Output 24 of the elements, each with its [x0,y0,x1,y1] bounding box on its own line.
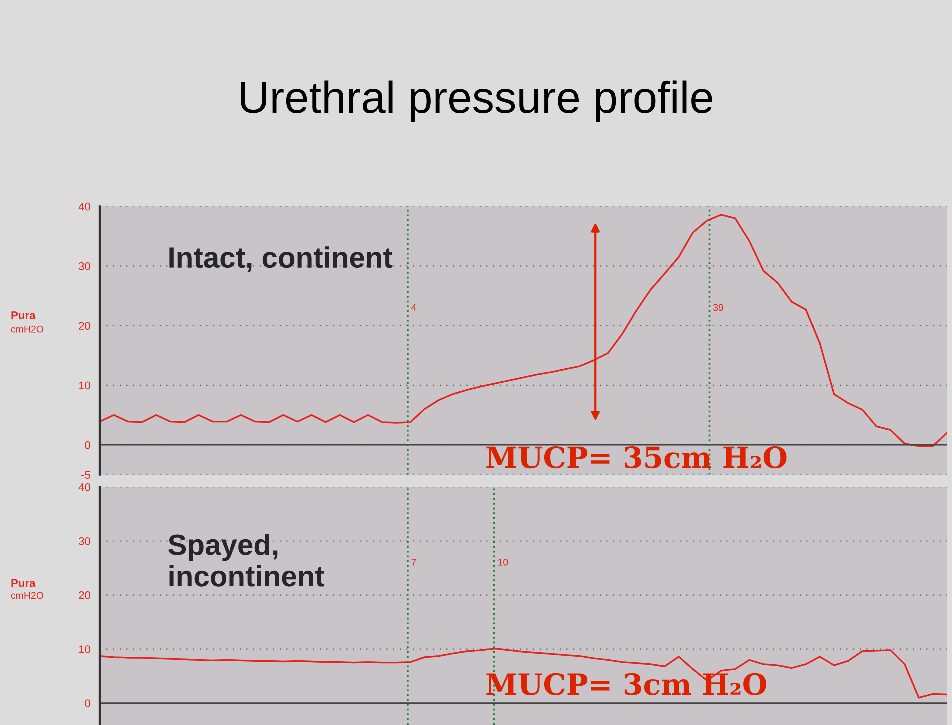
y-tick-label: 20 [79,592,90,600]
annotation: 4 [412,304,416,312]
y-tick-label: 10 [79,382,90,390]
y-tick-label: -5 [82,471,90,480]
y-tick-label: 40 [78,483,90,492]
y-axis-title: Pura cmH2O [11,312,44,333]
annotation: 39 [714,304,724,312]
annotation: MUCP= 35cm H₂O [486,446,787,469]
line-series [100,214,948,448]
y-tick-label: 40 [78,202,90,211]
y-axis-title: Pura cmH2O [11,579,44,600]
annotation: Intact, continent [170,246,393,272]
line-series [100,648,948,699]
y-tick-label: 30 [79,262,90,270]
annotation: Spayed, incontinent [168,534,325,587]
y-tick-label: 10 [79,646,90,654]
y-tick-label: 0 [85,700,90,708]
annotation: MUCP= 3cm H₂O [486,673,766,696]
y-tick-label: 0 [85,441,90,450]
annotation: 10 [498,559,508,566]
y-tick-label: 30 [79,538,90,546]
chart-title: Urethral pressure profile [241,80,712,122]
annotation: 7 [412,559,416,566]
y-tick-label: 20 [79,322,90,330]
